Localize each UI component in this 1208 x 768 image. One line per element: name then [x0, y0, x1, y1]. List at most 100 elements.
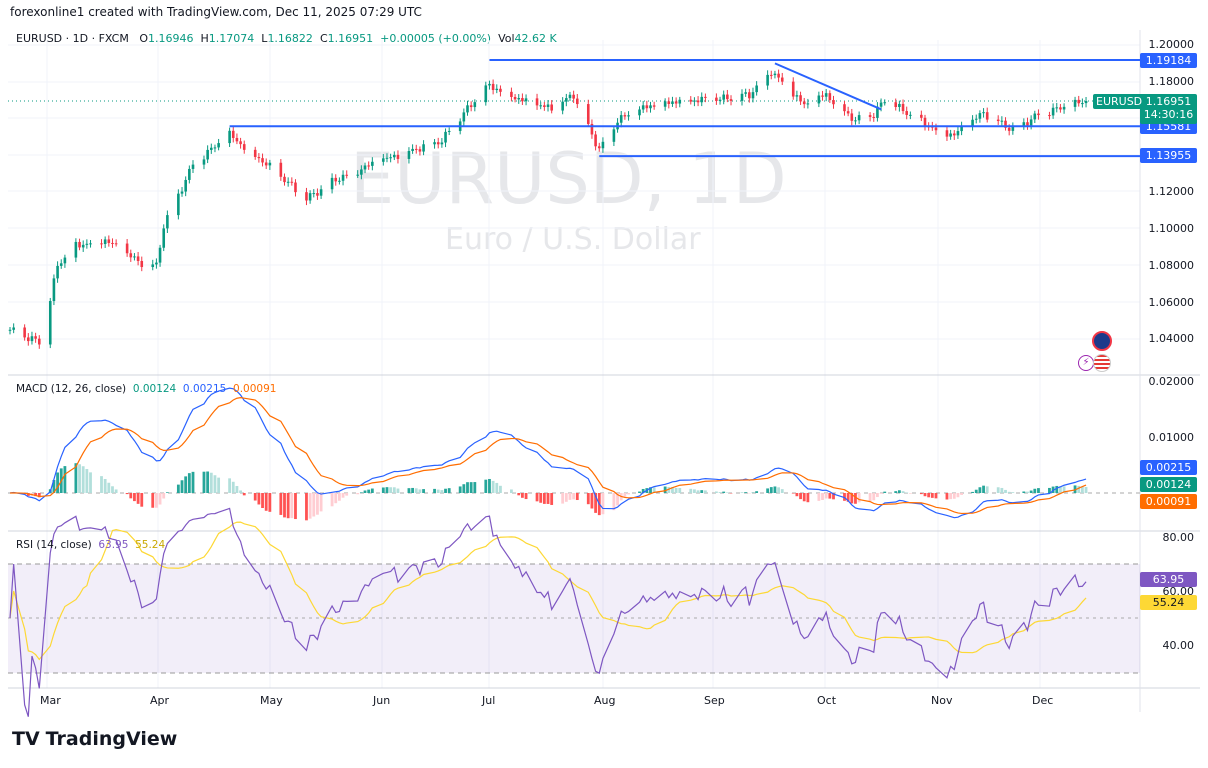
- close-label: C: [319, 32, 328, 45]
- macd-histogram-bar: [949, 493, 953, 500]
- tradingview-logo[interactable]: 𝗧𝗩 TradingView: [12, 728, 177, 750]
- macd-histogram-bar: [308, 493, 312, 519]
- macd-histogram-bar: [499, 485, 502, 493]
- macd-histogram-bar: [37, 493, 41, 498]
- candle-body: [473, 102, 477, 108]
- candle-body: [850, 113, 854, 121]
- macd-histogram-bar: [279, 493, 283, 515]
- macd-histogram-bar: [89, 472, 92, 493]
- candle-body: [261, 158, 264, 163]
- macd-histogram-bar: [261, 493, 264, 509]
- macd-histogram-bar: [1077, 485, 1081, 493]
- candle-body: [780, 77, 784, 82]
- candle-body: [594, 134, 597, 147]
- candle-body: [920, 114, 923, 118]
- macd-histogram-bar: [491, 480, 495, 493]
- candle-body: [843, 104, 846, 112]
- candle-body: [235, 137, 239, 142]
- candle-body: [832, 100, 835, 105]
- rsi-ma-line: [9, 521, 1087, 661]
- candle-body: [678, 99, 682, 104]
- macd-histogram-bar: [693, 489, 696, 493]
- macd-histogram-bar: [521, 493, 524, 498]
- flash-icon[interactable]: ⚡: [1078, 355, 1094, 371]
- macd-tick: 0.02000: [1148, 375, 1195, 388]
- globe-icon[interactable]: [1092, 331, 1112, 351]
- macd-histogram-bar: [242, 493, 246, 496]
- macd-histogram-bar: [422, 489, 425, 493]
- macd-histogram-bar: [718, 492, 722, 493]
- price-tick: 1.12000: [1148, 185, 1195, 198]
- candle-body: [85, 243, 89, 245]
- symbol-name[interactable]: EURUSD · 1D · FXCM: [16, 32, 129, 45]
- macd-histogram-bar: [125, 493, 129, 495]
- candle-body: [1062, 106, 1066, 110]
- candle-body: [854, 120, 857, 122]
- candle-body: [755, 85, 758, 93]
- candle-body: [217, 143, 220, 148]
- macd-histogram-bar: [180, 480, 184, 493]
- candle-body: [817, 95, 821, 104]
- candle-body: [231, 130, 235, 138]
- candle-body: [396, 154, 400, 159]
- candle-body: [30, 336, 34, 342]
- candle-body: [78, 241, 81, 248]
- candle-body: [1007, 127, 1011, 131]
- close-value: 1.16951: [327, 32, 374, 45]
- macd-histogram-bar: [524, 493, 528, 500]
- macd-histogram-bar: [334, 493, 338, 504]
- candle-body: [802, 101, 806, 105]
- candle-body: [619, 115, 623, 123]
- candle-body: [433, 142, 436, 145]
- macd-histogram-bar: [832, 493, 835, 500]
- candle-body: [718, 99, 722, 101]
- rsi-title[interactable]: RSI (14, close): [16, 539, 92, 551]
- rsi-ma-value: 55.24: [135, 539, 166, 551]
- price-tick: 1.04000: [1148, 332, 1195, 345]
- macd-histogram-bar: [286, 493, 290, 519]
- macd-histogram-bar: [367, 489, 371, 493]
- rsi-ma-tag: 55.24: [1140, 595, 1197, 610]
- candle-body: [623, 115, 627, 117]
- candle-body: [1048, 115, 1051, 117]
- candle-body: [279, 162, 283, 177]
- candle-body: [125, 243, 129, 254]
- macd-histogram-bar: [162, 493, 166, 499]
- time-tick: Apr: [150, 694, 170, 707]
- candle-body: [696, 100, 700, 103]
- macd-histogram-bar: [1004, 489, 1007, 493]
- candle-body: [952, 133, 956, 136]
- macd-histogram-bar: [868, 493, 872, 502]
- candle-body: [1084, 101, 1088, 104]
- macd-histogram-bar: [1055, 485, 1059, 493]
- macd-histogram-bar: [414, 488, 418, 493]
- candle-body: [539, 105, 542, 107]
- macd-histogram-bar: [158, 493, 162, 505]
- candle-body: [586, 104, 590, 124]
- candle-body: [748, 92, 751, 99]
- macd-histogram-bar: [590, 493, 594, 509]
- candle-body: [795, 95, 799, 97]
- macd-histogram-bar: [930, 493, 934, 498]
- candle-body: [114, 243, 118, 245]
- candle-body: [674, 101, 678, 104]
- level-tag: 1.19184: [1140, 53, 1197, 68]
- macd-histogram-bar: [209, 472, 213, 493]
- candle-body: [726, 94, 729, 100]
- candle-body: [521, 98, 524, 102]
- macd-histogram-bar: [447, 488, 451, 493]
- macd-histogram-bar: [341, 493, 345, 498]
- macd-histogram-bar: [725, 492, 729, 493]
- candle-body: [597, 146, 601, 149]
- candle-body: [129, 253, 133, 258]
- candle-body: [81, 244, 85, 248]
- candle-body: [956, 131, 960, 136]
- candle-body: [510, 91, 513, 97]
- macd-histogram-bar: [876, 493, 879, 498]
- macd-histogram-bar: [828, 493, 832, 499]
- macd-title[interactable]: MACD (12, 26, close): [16, 383, 127, 395]
- candle-body: [740, 93, 744, 101]
- macd-histogram-bar: [802, 493, 806, 502]
- candle-body: [462, 112, 466, 122]
